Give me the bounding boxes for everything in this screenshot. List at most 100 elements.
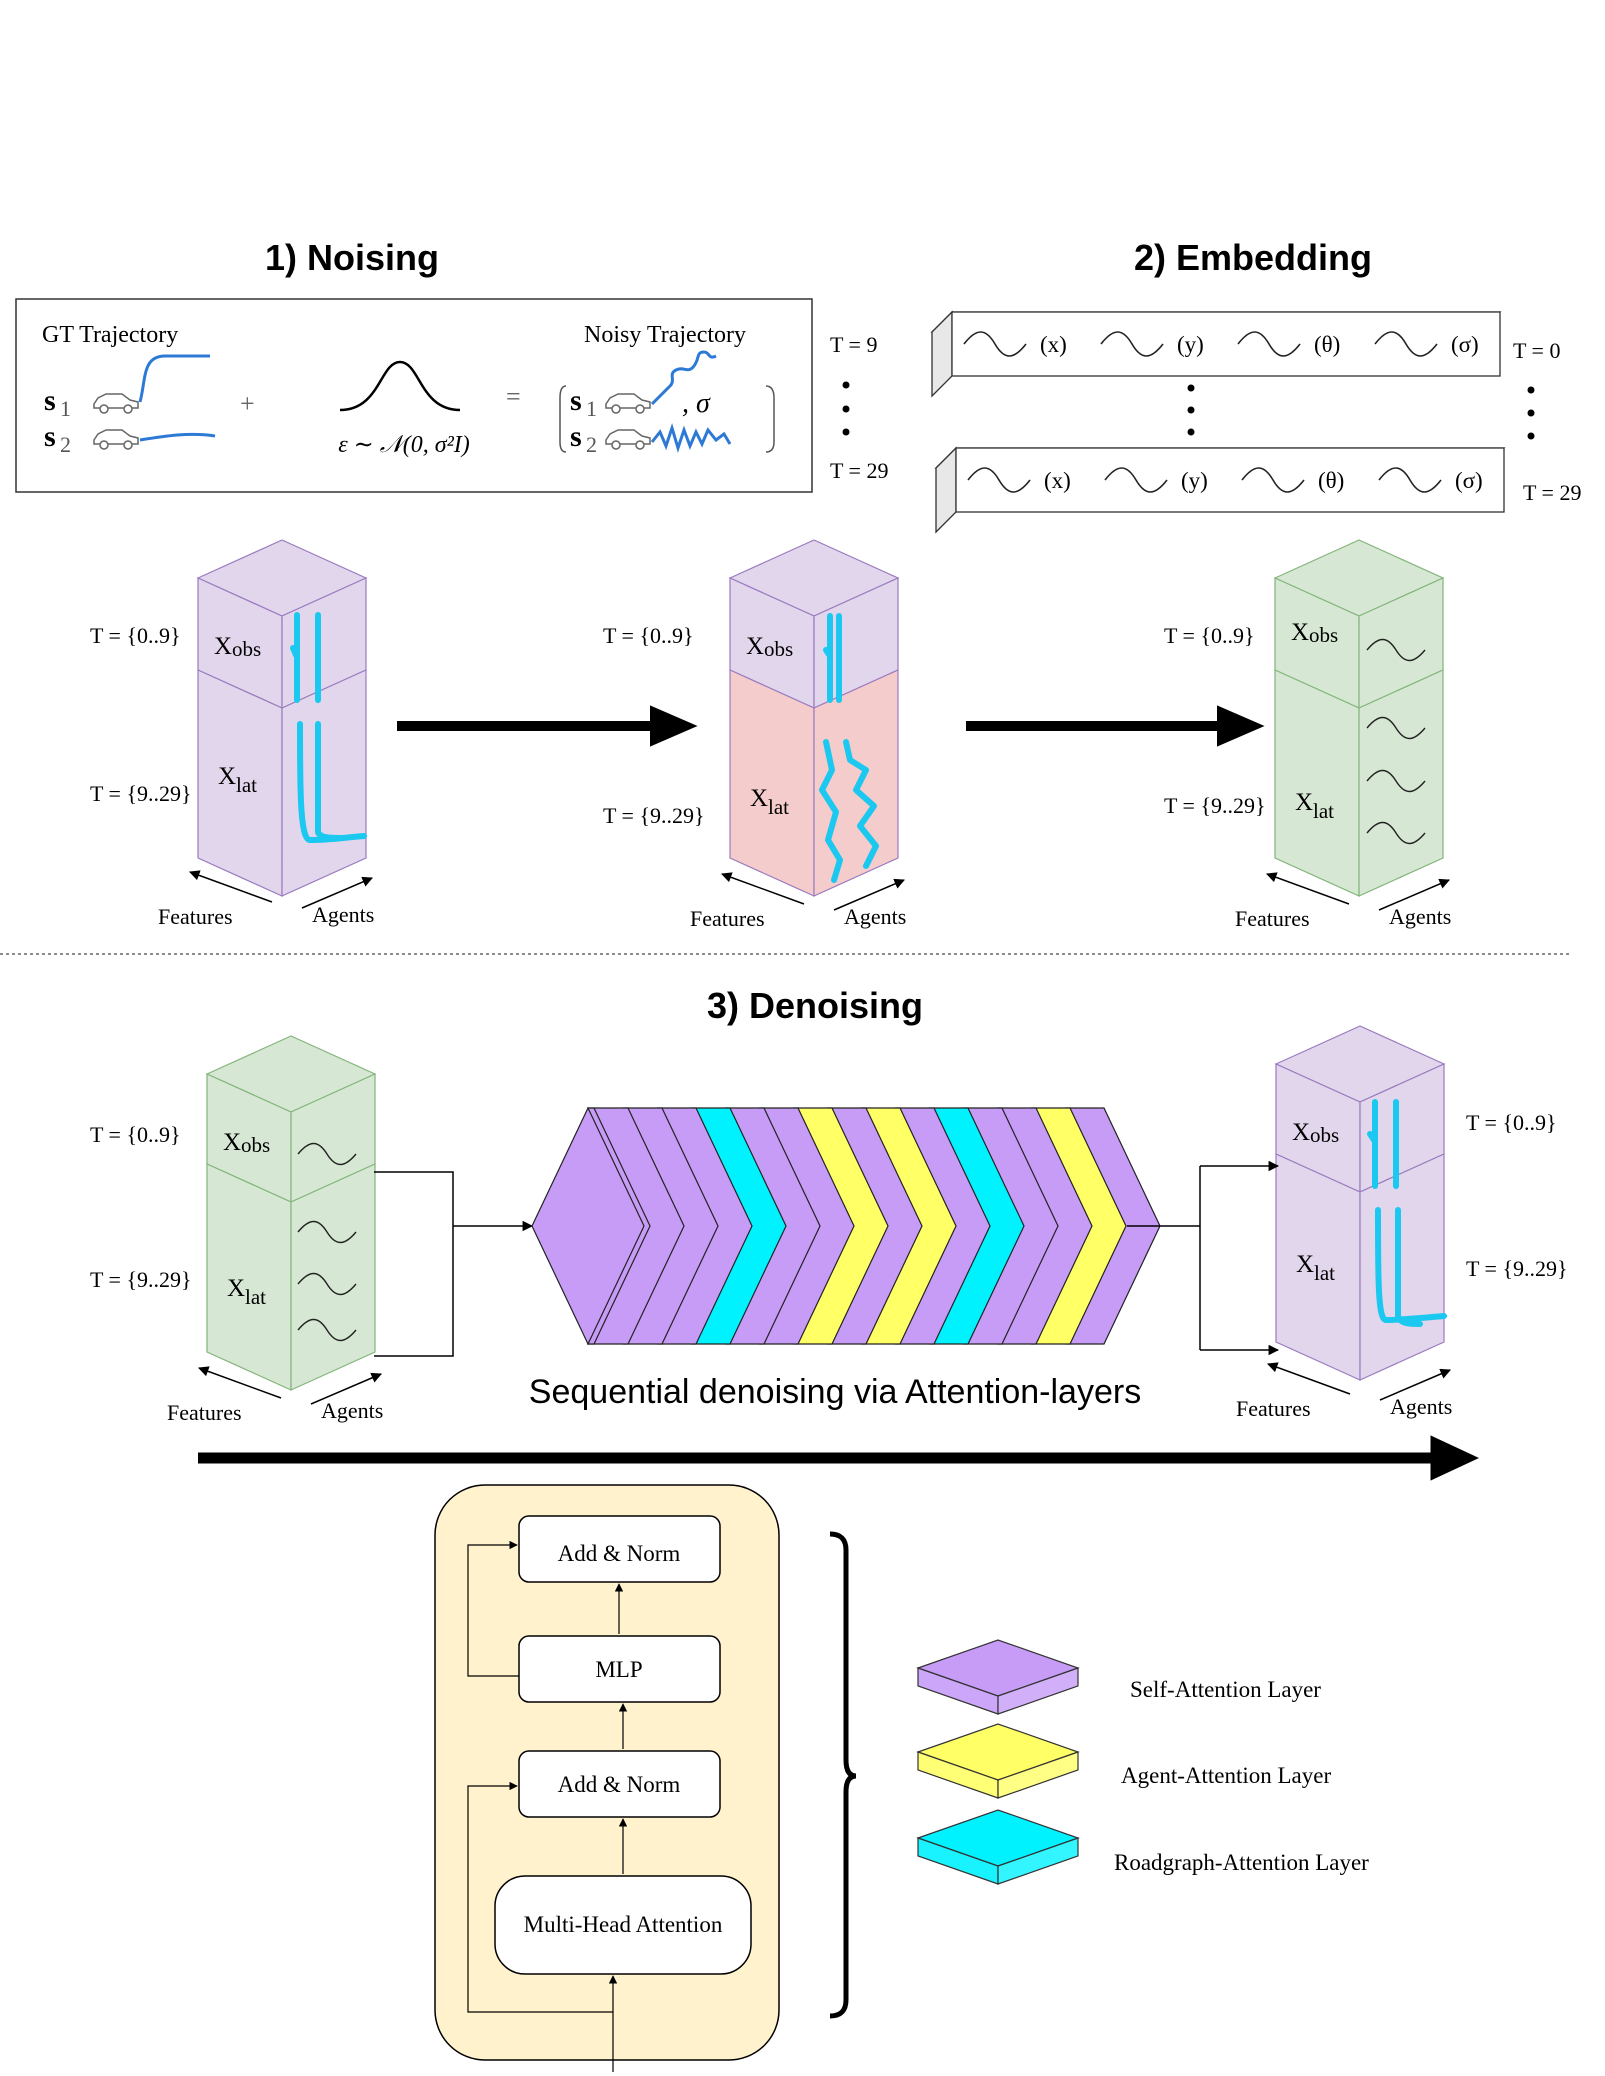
embedding-label-2: (θ)	[1318, 468, 1344, 493]
transformer-block: Add & Norm MLP Add & Norm Multi-Head Att…	[434, 1484, 780, 2072]
attention-layer-stack	[531, 1106, 1161, 1346]
gt-trajectory-label: GT Trajectory	[42, 322, 178, 348]
add-norm-top-label: Add & Norm	[558, 1541, 681, 1566]
mlp-box	[518, 1635, 721, 1703]
embedding-title: 2) Embedding	[1134, 237, 1372, 278]
embedding-side-face	[931, 310, 953, 398]
lat-trajectory-2	[1395, 1207, 1423, 1327]
x-obs-subscript: obs	[1310, 1123, 1339, 1147]
car-icon	[605, 393, 651, 414]
features-axis-arrow	[1267, 1362, 1351, 1395]
legend-self-swatch-right	[997, 1667, 1079, 1715]
embedding-side-face	[935, 446, 957, 534]
curly-brace	[829, 1531, 857, 2019]
noisy-trajectory-2	[650, 423, 732, 453]
embedding-vector-bottom: (x) (y) (θ) (σ)	[934, 446, 1506, 534]
wave-icon	[1366, 638, 1426, 662]
wave-icon	[297, 1220, 357, 1244]
features-label: Features	[1236, 1396, 1311, 1421]
t-obs-label: T = {0..9}	[90, 1122, 181, 1147]
s2-noisy-label: s	[570, 420, 582, 453]
agents-label: Agents	[844, 904, 906, 929]
car-icon	[605, 429, 651, 450]
wave-icon	[1237, 331, 1301, 357]
legend-road-label: Roadgraph-Attention Layer	[1114, 1850, 1369, 1875]
add-norm-bottom-label: Add & Norm	[558, 1772, 681, 1797]
x-obs-subscript: obs	[764, 637, 793, 661]
x-obs-label: X	[1292, 1119, 1310, 1146]
cube-lat-right-face	[290, 1163, 376, 1391]
wave-icon	[1100, 331, 1164, 357]
noising-title: 1) Noising	[265, 237, 439, 278]
embedding-label-3: (σ)	[1455, 468, 1483, 493]
embedding-label-0: (x)	[1044, 468, 1071, 493]
epsilon-formula: ε ∼ 𝒩(0, σ²I)	[338, 432, 470, 458]
connector-left	[374, 1171, 454, 1357]
wave-icon	[963, 331, 1027, 357]
lat-trajectory-2	[315, 721, 343, 841]
agents-axis-arrow	[833, 878, 905, 911]
denoising-title: 3) Denoising	[707, 985, 923, 1026]
wave-icon	[967, 467, 1031, 493]
right-bracket	[765, 385, 775, 453]
noising-box: GT Trajectory Noisy Trajectory s 1 s 2 +…	[15, 298, 813, 493]
features-axis-arrow	[189, 870, 273, 903]
timeline-arrow	[198, 1435, 1480, 1481]
embedding-label-1: (y)	[1181, 468, 1208, 493]
agents-axis-arrow	[1379, 1368, 1451, 1401]
cube-lat-left-face	[1274, 669, 1360, 897]
x-lat-label: X	[1295, 789, 1313, 816]
wave-icon	[1366, 769, 1426, 793]
wave-icon	[1366, 821, 1426, 845]
mlp-label: MLP	[595, 1657, 642, 1682]
legend-road-swatch-right	[997, 1837, 1079, 1885]
t-obs-label: T = {0..9}	[90, 623, 181, 648]
cube-lat-right-face	[281, 669, 367, 897]
x-obs-label: X	[223, 1129, 241, 1156]
car-icon	[93, 429, 139, 450]
s1-noisy-label: s	[570, 384, 582, 417]
s2-subscript: 2	[60, 432, 71, 457]
noisy-trajectory-1	[650, 350, 717, 406]
embedding-vector-top: (x) (y) (θ) (σ)	[930, 310, 1502, 398]
agents-axis-arrow	[301, 876, 373, 909]
wave-icon	[1378, 467, 1442, 493]
lat-noisy-trajectory-2	[843, 739, 879, 869]
embedding-label-3: (σ)	[1451, 332, 1479, 357]
obs-trajectory-tick	[1367, 1131, 1377, 1143]
agents-label: Agents	[1389, 904, 1451, 929]
embedding-label-2: (θ)	[1314, 332, 1340, 357]
agents-label: Agents	[1390, 1394, 1452, 1419]
left-bracket	[559, 385, 567, 453]
sigma-label: , σ	[682, 388, 711, 419]
s1-noisy-subscript: 1	[586, 396, 597, 421]
x-obs-subscript: obs	[232, 637, 261, 661]
add-norm-top-box	[518, 1515, 721, 1583]
embedding-t-bottom: T = 29	[1523, 480, 1581, 505]
x-lat-label: X	[1296, 1251, 1314, 1278]
x-lat-label: X	[227, 1275, 245, 1302]
embedding-label-1: (y)	[1177, 332, 1204, 357]
car-icon	[93, 393, 139, 414]
embedding-label-0: (x)	[1040, 332, 1067, 357]
wave-icon	[1104, 467, 1168, 493]
noising-t-bottom: T = 29	[830, 458, 888, 483]
agents-label: Agents	[321, 1398, 383, 1423]
features-label: Features	[167, 1400, 242, 1425]
agents-label: Agents	[312, 902, 374, 927]
gt-trajectory-2	[139, 432, 216, 442]
legend-agent-label: Agent-Attention Layer	[1121, 1763, 1331, 1788]
t-lat-label: T = {9..29}	[1466, 1256, 1568, 1281]
noising-t-top: T = 9	[830, 332, 877, 357]
add-norm-bottom-box	[518, 1750, 721, 1818]
x-lat-label: X	[218, 763, 236, 790]
legend	[916, 1639, 1080, 1885]
noisy-trajectory-label: Noisy Trajectory	[584, 322, 746, 348]
features-axis-arrow	[721, 872, 805, 905]
wave-icon	[297, 1142, 357, 1166]
